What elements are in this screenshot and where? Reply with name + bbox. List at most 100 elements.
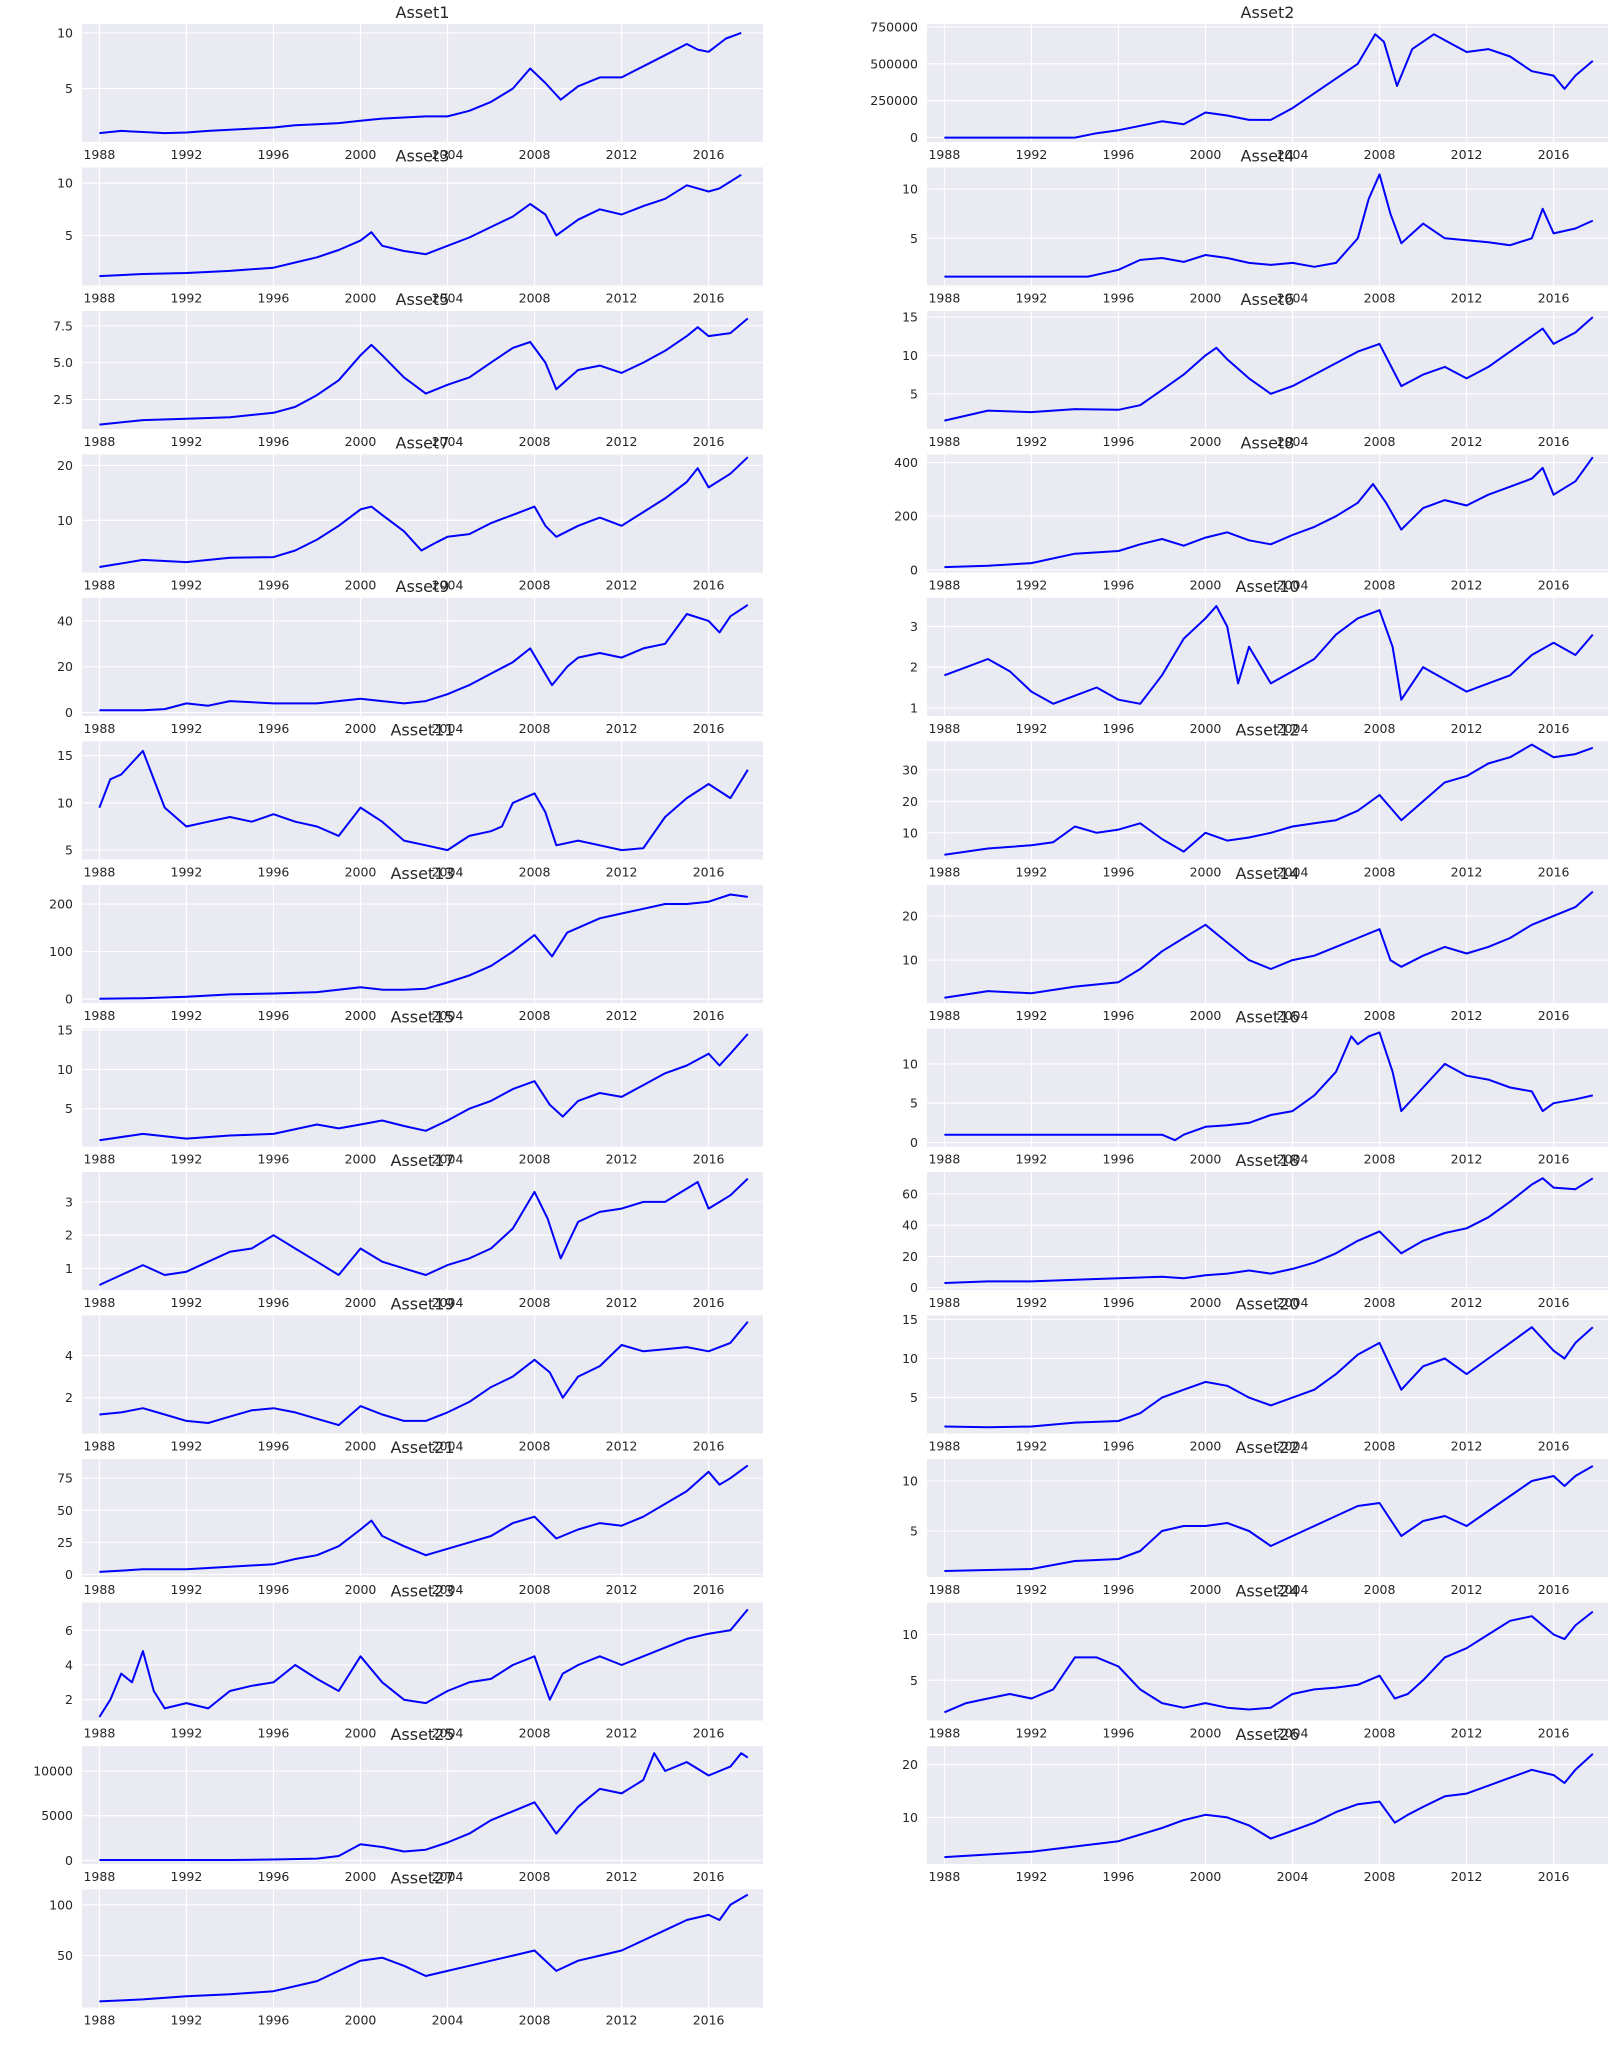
x-tick-label: 2008 <box>1364 1439 1396 1454</box>
x-tick-label: 1996 <box>1103 1726 1135 1741</box>
x-tick-label: 2012 <box>1451 578 1483 593</box>
subplot-title: Asset11 <box>390 721 454 740</box>
x-tick-label: 1992 <box>1016 1295 1048 1310</box>
x-tick-label: 2012 <box>606 1295 638 1310</box>
x-tick-label: 1988 <box>928 1008 960 1023</box>
y-tick-label: 15 <box>902 310 918 325</box>
x-tick-label: 1992 <box>171 578 203 593</box>
x-tick-label: 2016 <box>1538 1726 1570 1741</box>
x-tick-label: 2016 <box>1538 1439 1570 1454</box>
x-tick-label: 1996 <box>1103 1582 1135 1597</box>
x-tick-label: 2008 <box>519 578 551 593</box>
subplot-5: 1988 1992 1996 2000 2004 2008 2012 2016 2.5 5.0 7.… <box>53 290 763 449</box>
x-tick-label: 2000 <box>345 578 377 593</box>
x-tick-label: 1996 <box>258 1008 290 1023</box>
x-tick-label: 1996 <box>258 291 290 306</box>
series-line <box>98 1608 749 1718</box>
subplot-4: 1988 1992 1996 2000 2004 2008 2012 2016 5 10 Asset… <box>902 147 1608 306</box>
y-tick-label: 750000 <box>870 19 918 34</box>
subplot-1: 1988 1992 1996 2000 2004 2008 2012 2016 5 10 Asset… <box>57 3 763 162</box>
subplot-21: 1988 1992 1996 2000 2004 2008 2012 2016 0 25 50 75 A… <box>57 1438 763 1597</box>
series-line <box>944 173 1594 278</box>
series-line <box>944 33 1594 139</box>
x-tick-label: 2000 <box>345 865 377 880</box>
x-tick-label: 2016 <box>693 1295 725 1310</box>
x-tick-label: 1988 <box>928 721 960 736</box>
x-tick-label: 2000 <box>345 1869 377 1884</box>
x-tick-label: 2000 <box>345 147 377 162</box>
x-tick-label: 2016 <box>1538 1582 1570 1597</box>
plot-area <box>927 167 1608 286</box>
x-tick-label: 1992 <box>171 147 203 162</box>
x-tick-label: 2004 <box>1277 1008 1309 1023</box>
subplot-8: 1988 1992 1996 2000 2004 2008 2012 2016 0 200 400 A… <box>894 434 1608 593</box>
y-tick-label: 30 <box>902 762 918 777</box>
plot-area <box>82 454 763 573</box>
x-tick-label: 1992 <box>1016 1008 1048 1023</box>
x-tick-label: 2008 <box>1364 434 1396 449</box>
y-tick-label: 200 <box>49 897 73 912</box>
x-tick-label: 2016 <box>693 291 725 306</box>
x-tick-label: 1996 <box>1103 291 1135 306</box>
y-tick-label: 40 <box>902 1218 918 1233</box>
plot-area <box>82 598 763 716</box>
y-tick-label: 10 <box>57 25 73 40</box>
x-tick-label: 2008 <box>519 721 551 736</box>
x-tick-label: 2004 <box>1277 434 1309 449</box>
x-tick-label: 2008 <box>519 1439 551 1454</box>
y-tick-label: 0 <box>910 130 918 145</box>
x-tick-label: 1992 <box>1016 1152 1048 1167</box>
x-tick-label: 1988 <box>928 147 960 162</box>
x-tick-label: 2004 <box>1277 578 1309 593</box>
x-tick-label: 2004 <box>1277 147 1309 162</box>
subplot-20: 1988 1992 1996 2000 2004 2008 2012 2016 5 10 15 Ass… <box>902 1295 1608 1454</box>
plot-area <box>82 167 763 286</box>
x-tick-label: 2016 <box>1538 1152 1570 1167</box>
x-tick-label: 2000 <box>1190 1726 1222 1741</box>
y-tick-label: 4 <box>65 1657 73 1672</box>
x-tick-label: 2012 <box>606 578 638 593</box>
x-tick-label: 2008 <box>519 2013 551 2028</box>
y-tick-label: 10 <box>902 1627 918 1642</box>
y-tick-label: 5.0 <box>53 355 73 370</box>
series-line <box>944 890 1594 999</box>
x-tick-label: 2008 <box>519 434 551 449</box>
y-tick-label: 2 <box>65 1390 73 1405</box>
x-tick-label: 1992 <box>171 1008 203 1023</box>
plot-area <box>927 1172 1608 1290</box>
plot-area <box>82 885 763 1003</box>
subplot-19: 1988 1992 1996 2000 2004 2008 2012 2016 2 4 Asset1… <box>65 1295 763 1454</box>
subplot-9: 1988 1992 1996 2000 2004 2008 2012 2016 0 20 40 Ass… <box>57 577 763 736</box>
subplot-12: 1988 1992 1996 2000 2004 2008 2012 2016 10 20 30 As… <box>902 721 1608 880</box>
x-tick-label: 1992 <box>1016 1582 1048 1597</box>
x-tick-label: 2012 <box>606 1152 638 1167</box>
x-tick-label: 2016 <box>693 147 725 162</box>
y-tick-label: 4 <box>65 1348 73 1363</box>
x-tick-label: 2008 <box>519 1869 551 1884</box>
subplot-title: Asset14 <box>1235 864 1299 883</box>
x-tick-label: 2004 <box>432 1582 464 1597</box>
y-tick-label: 6 <box>65 1623 73 1638</box>
x-tick-label: 2004 <box>1277 1152 1309 1167</box>
series-line <box>944 1177 1594 1284</box>
x-tick-label: 2016 <box>693 578 725 593</box>
x-tick-label: 2004 <box>1277 1295 1309 1310</box>
x-tick-label: 2012 <box>1451 1869 1483 1884</box>
subplot-3: 1988 1992 1996 2000 2004 2008 2012 2016 5 10 Asset… <box>57 147 763 306</box>
y-tick-label: 100 <box>49 1897 73 1912</box>
subplot-title: Asset20 <box>1235 1295 1299 1314</box>
y-tick-label: 0 <box>910 1135 918 1150</box>
x-tick-label: 1988 <box>928 1439 960 1454</box>
x-tick-label: 2004 <box>1277 1582 1309 1597</box>
y-tick-label: 3 <box>910 619 918 634</box>
y-tick-label: 0 <box>65 1567 73 1582</box>
plot-area <box>927 885 1608 1003</box>
subplot-6: 1988 1992 1996 2000 2004 2008 2012 2016 5 10 15 Ass… <box>902 290 1608 449</box>
y-tick-label: 20 <box>902 1249 918 1264</box>
series-line <box>99 1752 749 1861</box>
x-tick-label: 2012 <box>1451 721 1483 736</box>
x-tick-label: 2012 <box>1451 291 1483 306</box>
y-tick-label: 2.5 <box>53 392 73 407</box>
series-line <box>944 1031 1594 1142</box>
x-tick-label: 2012 <box>1451 1582 1483 1597</box>
